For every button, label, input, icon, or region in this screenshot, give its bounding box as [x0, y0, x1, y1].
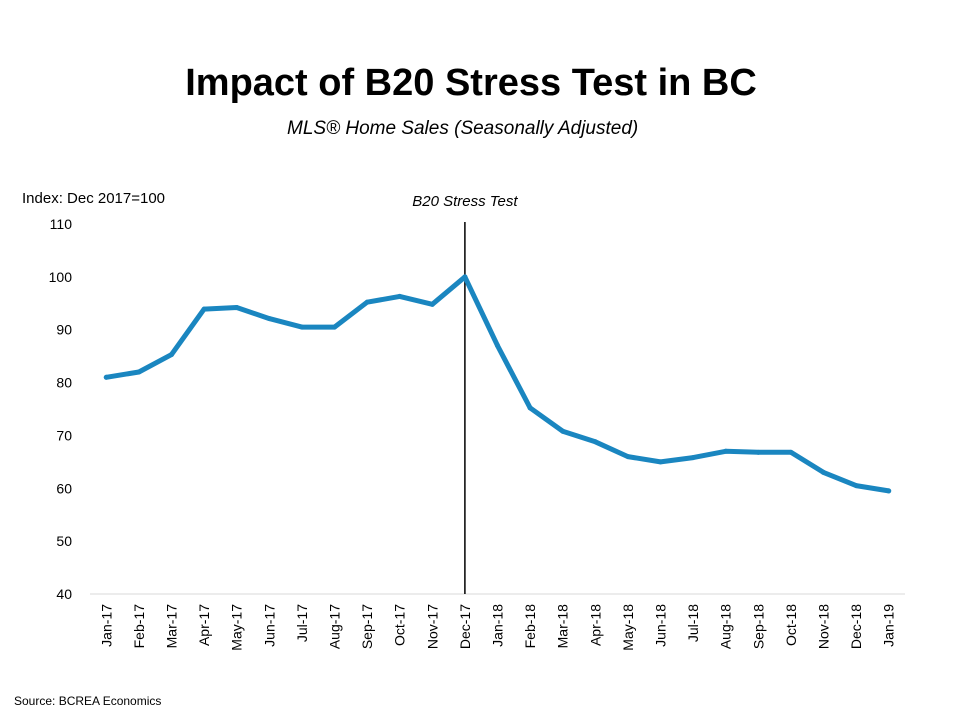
x-tick-label: Oct-18 [783, 604, 799, 646]
data-point-oct-18 [788, 449, 794, 455]
x-tick-label: Apr-18 [587, 604, 603, 646]
y-tick-label: 100 [49, 269, 73, 285]
y-tick-label: 110 [50, 216, 73, 232]
data-point-may-17 [234, 305, 240, 311]
x-tick-label: May-18 [620, 604, 636, 651]
data-point-mar-17 [169, 352, 174, 358]
x-tick-label: May-17 [229, 604, 245, 651]
data-point-mar-18 [560, 428, 566, 434]
data-point-jun-17 [266, 316, 272, 322]
y-tick-label: 50 [56, 533, 72, 549]
x-tick-label: Jan-18 [490, 604, 506, 647]
chart-title: Impact of B20 Stress Test in BC [185, 62, 757, 104]
data-point-jan-17 [103, 374, 109, 380]
x-tick-label: Sep-17 [359, 604, 375, 649]
data-point-apr-18 [592, 439, 598, 445]
x-tick-label: Jan-19 [881, 604, 897, 647]
y-axis-unit-label: Index: Dec 2017=100 [22, 190, 165, 207]
x-tick-label: Jul-18 [685, 604, 701, 642]
x-tick-label: Dec-18 [848, 604, 864, 649]
x-tick-label: Feb-17 [131, 604, 147, 649]
y-tick-label: 40 [56, 586, 72, 602]
x-tick-label: Feb-18 [522, 604, 538, 649]
data-point-dec-18 [853, 483, 859, 489]
y-tick-label: 70 [56, 427, 72, 443]
b20-stress-test-annotation: B20 Stress Test [412, 193, 518, 210]
series-line-mls-home-sales [103, 274, 892, 494]
data-point-sep-18 [755, 449, 761, 455]
x-tick-label: Dec-17 [457, 604, 473, 649]
source-note: Source: BCREA Economics [14, 694, 162, 708]
x-tick-label: Apr-17 [196, 604, 212, 646]
y-tick-label: 80 [56, 375, 72, 391]
x-tick-label: Nov-17 [424, 604, 440, 649]
x-tick-label: Nov-18 [816, 604, 832, 649]
chart-subtitle: MLS® Home Sales (Seasonally Adjusted) [287, 118, 639, 139]
x-tick-label: Jun-18 [653, 604, 669, 647]
data-point-oct-17 [397, 293, 403, 299]
data-point-nov-17 [429, 301, 435, 307]
data-point-feb-18 [527, 405, 533, 411]
data-point-sep-17 [364, 299, 370, 305]
x-tick-label: Mar-17 [164, 604, 180, 649]
x-tick-label: Oct-17 [392, 604, 408, 646]
data-point-nov-18 [821, 469, 826, 475]
x-tick-label: Sep-18 [750, 604, 766, 649]
y-axis-ticks: 110 100 90 80 70 60 50 40 [49, 216, 73, 602]
data-point-apr-17 [201, 306, 207, 312]
data-point-may-18 [625, 454, 631, 460]
x-tick-label: Aug-17 [327, 604, 343, 649]
x-tick-label: Mar-18 [555, 604, 571, 649]
data-point-aug-17 [332, 324, 337, 330]
data-point-jan-18 [495, 343, 500, 349]
x-tick-label: Jun-17 [261, 604, 277, 647]
x-tick-label: Jan-17 [98, 604, 114, 647]
data-point-jan-19 [886, 488, 892, 494]
y-tick-label: 90 [56, 322, 72, 338]
data-point-jul-18 [690, 455, 696, 461]
data-points [103, 274, 892, 494]
data-point-feb-17 [136, 369, 142, 375]
x-tick-label: Aug-18 [718, 604, 734, 649]
data-point-dec-17 [462, 274, 468, 280]
x-axis-ticks: Jan-17 Feb-17 Mar-17 Apr-17 May-17 Jun-17 Jul-… [98, 604, 896, 651]
data-point-jun-18 [658, 459, 663, 465]
x-tick-label: Jul-17 [294, 604, 310, 642]
data-point-aug-18 [723, 448, 729, 454]
y-tick-label: 60 [56, 480, 72, 496]
data-point-jul-17 [299, 324, 305, 330]
